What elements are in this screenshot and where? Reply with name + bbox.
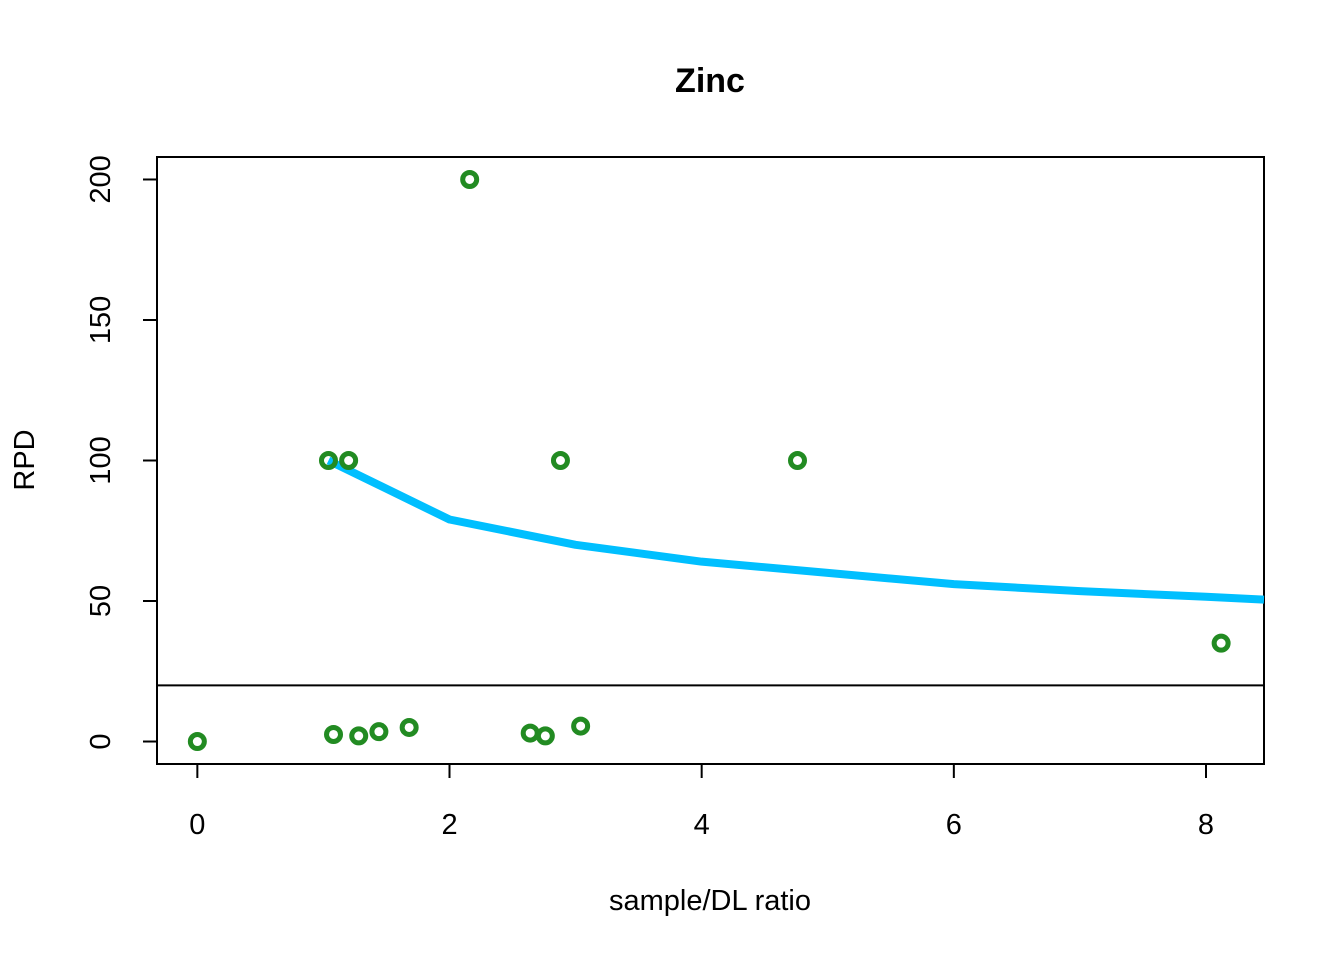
data-point bbox=[460, 169, 480, 189]
data-point bbox=[324, 724, 344, 744]
x-tick-label: 0 bbox=[189, 809, 205, 841]
data-point bbox=[339, 451, 359, 470]
x-tick-label: 6 bbox=[946, 809, 962, 841]
data-point bbox=[399, 717, 419, 737]
fit-line bbox=[326, 456, 1265, 604]
x-axis-label: sample/DL ratio bbox=[609, 885, 811, 917]
y-tick-label: 200 bbox=[85, 155, 117, 203]
data-point bbox=[349, 726, 369, 746]
x-tick-label: 8 bbox=[1198, 809, 1214, 841]
y-axis-label: RPD bbox=[9, 429, 41, 490]
y-tick-label: 100 bbox=[85, 436, 117, 484]
y-tick-label: 150 bbox=[85, 296, 117, 344]
x-axis: 0 2 4 6 8 bbox=[189, 763, 1214, 841]
data-point bbox=[369, 722, 389, 742]
data-point bbox=[571, 716, 591, 736]
x-tick-label: 2 bbox=[441, 809, 457, 841]
data-point bbox=[318, 451, 338, 470]
chart-title: Zinc bbox=[675, 62, 745, 100]
data-point bbox=[535, 726, 555, 746]
data-point bbox=[520, 723, 540, 743]
y-tick-label: 50 bbox=[85, 585, 117, 617]
data-point bbox=[1211, 633, 1231, 653]
y-tick-label: 0 bbox=[85, 733, 117, 749]
data-point bbox=[787, 451, 807, 470]
y-axis: 0 50 100 150 200 bbox=[85, 155, 158, 750]
x-tick-label: 4 bbox=[694, 809, 710, 841]
data-point bbox=[550, 451, 570, 470]
data-point bbox=[187, 732, 207, 752]
data-points bbox=[187, 169, 1231, 752]
